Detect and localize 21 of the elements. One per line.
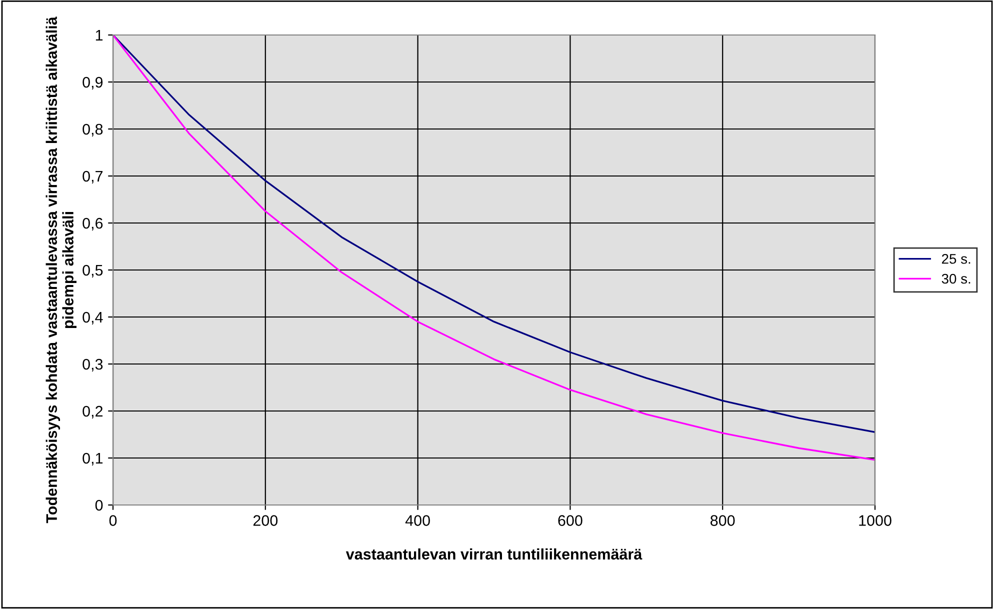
x-tick-label: 200 [253,515,278,526]
y-tick-label: 0,6 [82,218,103,230]
x-tick-label: 800 [710,515,735,526]
x-tick-label: 600 [558,515,582,526]
y-tick-label: 0,2 [82,406,103,418]
y-tick-label: 0,1 [82,452,103,466]
x-tick-label: 0 [109,515,117,526]
legend-label: 30 s. [942,274,970,284]
y-tick-label: 0,4 [82,312,103,324]
y-tick-label: 0,5 [82,264,103,278]
y-tick-label: 1 [96,30,103,41]
x-tick-label: 400 [405,515,430,526]
y-axis-title: Todennäköisyys kohdata vastaantulevassa virrassa kriittistä aikaväliä pidempi aikaväli [46,16,76,524]
y-tick-label: 0 [95,500,103,511]
y-tick-label: 0,8 [82,124,103,136]
legend-label: 25 s. [942,254,970,264]
y-tick-label: 0,7 [82,170,103,184]
y-tick-label: 0,9 [82,76,103,90]
x-tick-label: 1000 [859,515,892,526]
y-tick-label: 0,3 [82,358,103,372]
x-axis-title: vastaantulevan virran tuntiliikennemäärä [346,548,642,560]
